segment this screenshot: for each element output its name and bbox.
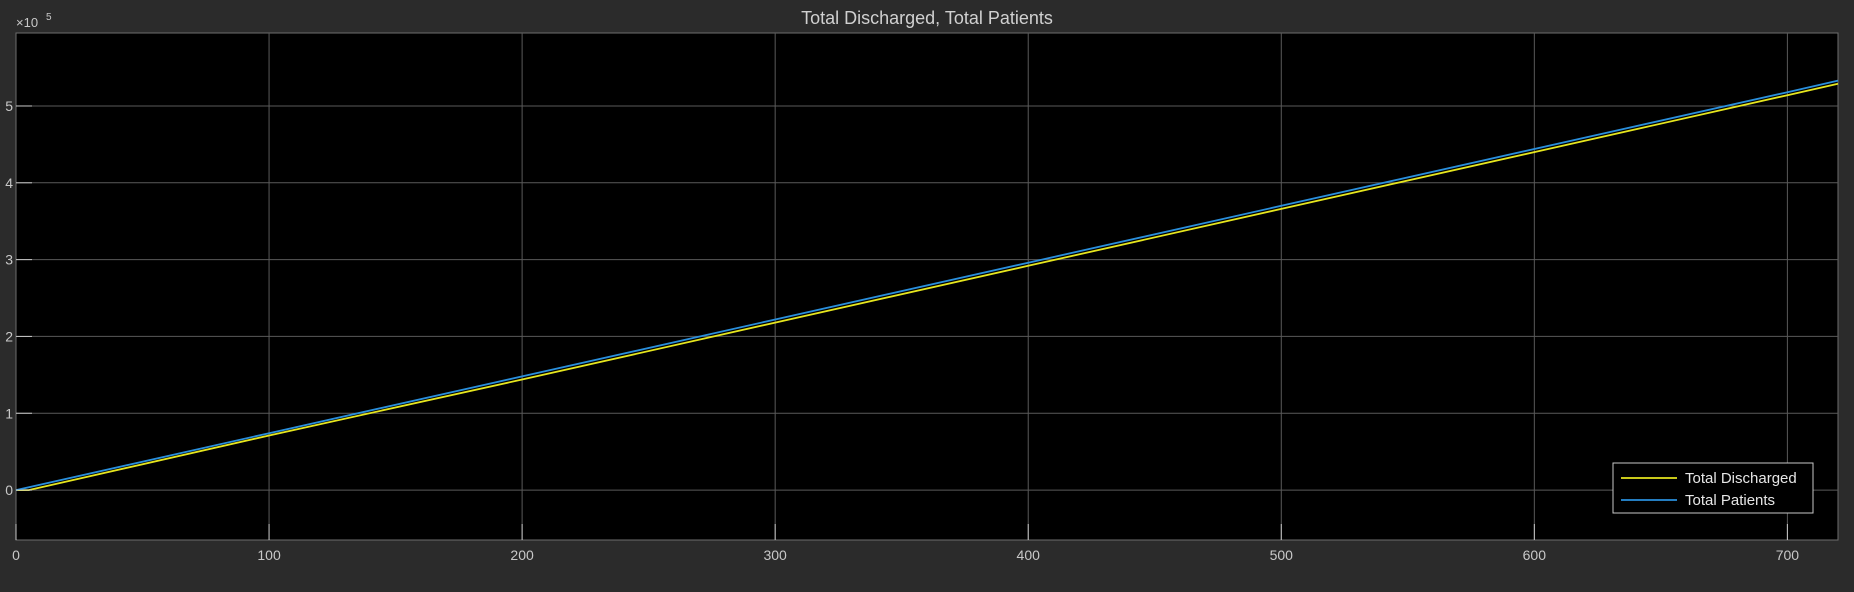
y-tick-label: 3: [5, 252, 13, 268]
axes-background: [15, 32, 1839, 541]
y-exponent-power: 5: [46, 12, 52, 23]
y-tick-label: 0: [5, 482, 13, 498]
series-line-total-discharged: [16, 82, 1839, 492]
chart-title: Total Discharged, Total Patients: [801, 8, 1053, 28]
y-tick-label: 2: [5, 328, 13, 344]
y-tick-label: 1: [5, 405, 13, 421]
y-tick-label: 5: [5, 98, 13, 114]
tick-labels: 0 100 200 300 400 500 600 700 0 1 2 3 4 5: [5, 98, 1799, 563]
x-tick-label: 500: [1270, 547, 1294, 563]
x-tick-label: 600: [1523, 547, 1547, 563]
y-exponent-label: ×10 5: [16, 12, 52, 30]
x-tick-label: 700: [1776, 547, 1800, 563]
legend[interactable]: Total Discharged Total Patients: [1612, 462, 1814, 514]
series-lines: [15, 79, 1839, 492]
grid-lines: [16, 33, 1838, 540]
legend-label: Total Discharged: [1685, 470, 1797, 487]
x-tick-label: 300: [763, 547, 787, 563]
x-tick-label: 400: [1017, 547, 1041, 563]
x-tick-label: 200: [510, 547, 534, 563]
y-tick-label: 4: [5, 175, 13, 191]
x-tick-label: 100: [257, 547, 281, 563]
series-line-total-patients: [15, 79, 1839, 491]
x-tick-label: 0: [12, 547, 20, 563]
legend-box: [1612, 462, 1814, 514]
y-exponent-base: ×10: [16, 15, 38, 30]
legend-label: Total Patients: [1685, 492, 1775, 509]
